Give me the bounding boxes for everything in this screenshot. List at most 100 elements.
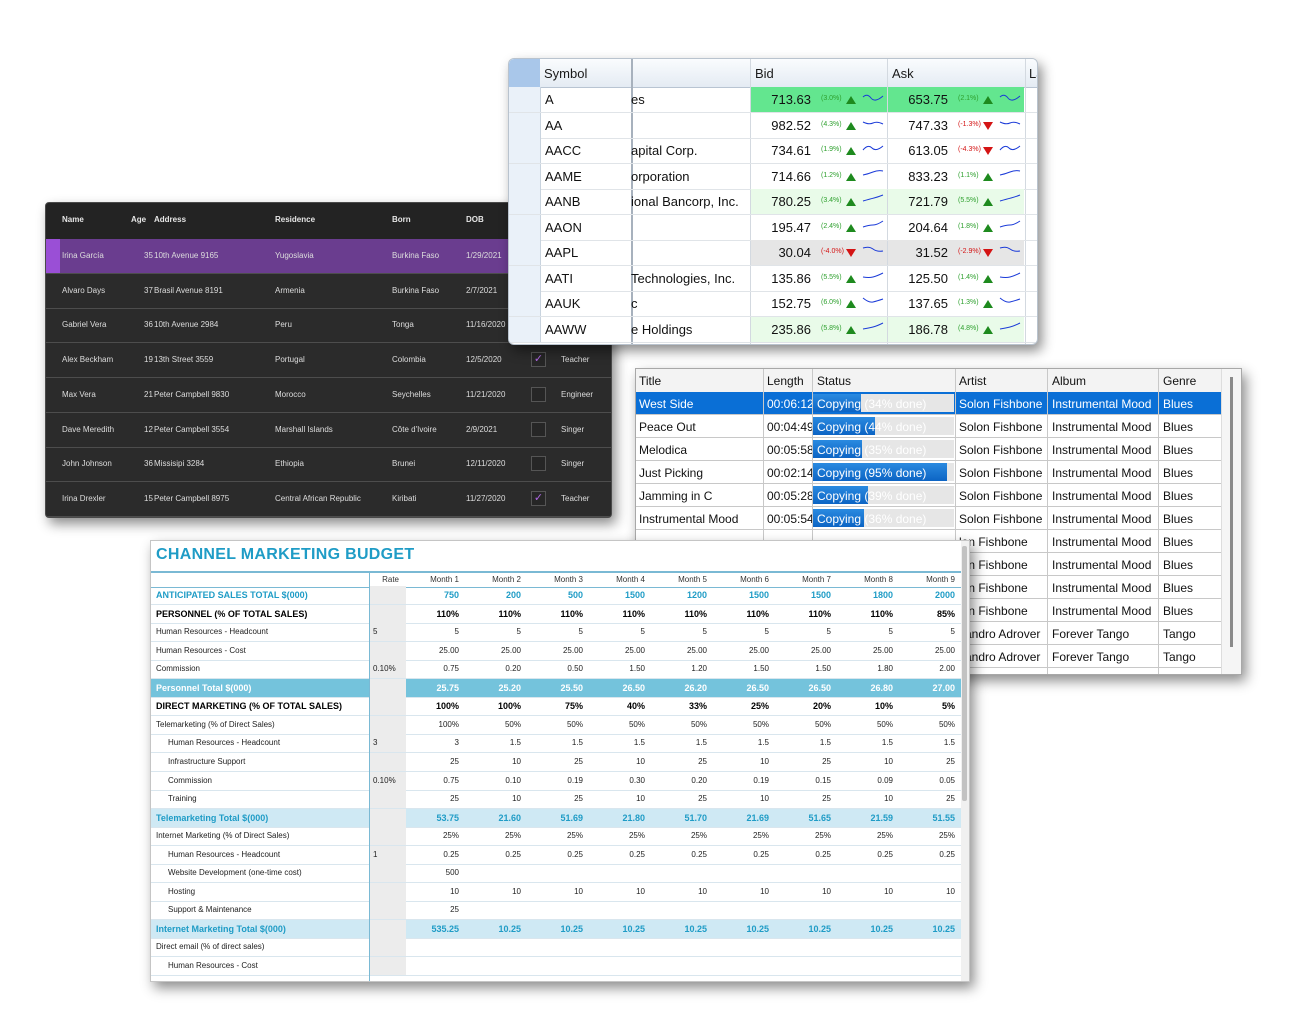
cell-month-4[interactable]: 5 bbox=[640, 627, 645, 637]
cell-month-2[interactable]: 110% bbox=[498, 608, 521, 619]
cell-month-5[interactable]: 51.70 bbox=[684, 812, 707, 823]
cell-month-3[interactable]: 10.25 bbox=[560, 923, 583, 934]
cell-month-3[interactable]: 0.19 bbox=[567, 775, 583, 785]
table-row[interactable]: Alex Beckham 19 13th Street 3559 Portugal Co… bbox=[46, 343, 611, 379]
cell-month-4[interactable]: 10 bbox=[636, 756, 645, 766]
cell-month-3[interactable]: 110% bbox=[560, 608, 583, 619]
cell-month-7[interactable]: 26.50 bbox=[808, 682, 831, 693]
column-header-month-3[interactable]: Month 3 bbox=[554, 575, 583, 584]
column-header-month-6[interactable]: Month 6 bbox=[740, 575, 769, 584]
cell-month-7[interactable]: 50% bbox=[814, 719, 831, 729]
cell-month-9[interactable]: 25% bbox=[938, 831, 955, 841]
row-checkbox[interactable] bbox=[531, 386, 546, 402]
cell-month-2[interactable]: 10 bbox=[512, 886, 521, 896]
cell-month-5[interactable]: 0.20 bbox=[691, 775, 707, 785]
cell-month-3[interactable]: 5 bbox=[578, 627, 583, 637]
column-header-month-2[interactable]: Month 2 bbox=[492, 575, 521, 584]
cell-month-4[interactable]: 0.25 bbox=[629, 849, 645, 859]
cell-month-7[interactable]: 25 bbox=[822, 794, 831, 804]
row-header[interactable] bbox=[509, 265, 541, 291]
cell-month-9[interactable]: 25.00 bbox=[934, 645, 955, 655]
sheet-row[interactable]: Human Resources - Headcount 5 5 5 5 5 5 5 5 5 5 bbox=[151, 623, 961, 643]
cell-month-4[interactable]: 1500 bbox=[624, 590, 645, 600]
table-row[interactable]: AANB ional Bancorp, Inc. 780.25 (3.4%) 721.7… bbox=[509, 189, 1037, 215]
cell-month-7[interactable]: 25 bbox=[822, 756, 831, 766]
cell-month-6[interactable]: 10 bbox=[760, 794, 769, 804]
cell-month-9[interactable]: 0.05 bbox=[939, 775, 955, 785]
cell-month-2[interactable]: 5 bbox=[516, 627, 521, 637]
cell-month-4[interactable]: 1.50 bbox=[629, 664, 645, 674]
table-row[interactable]: AA 982.52 (4.3%) 747.33 (-1.3%) bbox=[509, 112, 1037, 139]
cell-month-5[interactable]: 110% bbox=[684, 608, 707, 619]
cell-month-6[interactable]: 5 bbox=[764, 627, 769, 637]
cell-month-4[interactable]: 40% bbox=[626, 701, 645, 712]
table-row[interactable]: AACC apital Corp. 734.61 (1.9%) 613.05 (-4.3%… bbox=[509, 138, 1037, 164]
cell-month-1[interactable]: 750 bbox=[443, 590, 459, 600]
cell-month-7[interactable]: 0.25 bbox=[815, 849, 831, 859]
cell-month-5[interactable]: 10.25 bbox=[684, 923, 707, 934]
cell-month-6[interactable]: 10 bbox=[760, 756, 769, 766]
table-row[interactable]: Dave Meredith 12 Peter Campbell 3554 Marsha… bbox=[46, 413, 611, 448]
sheet-row[interactable]: Website Development (one-time cost) 500 bbox=[151, 864, 961, 884]
column-header-age[interactable]: Age bbox=[131, 215, 147, 224]
cell-month-5[interactable]: 25 bbox=[698, 756, 707, 766]
cell-month-2[interactable]: 50% bbox=[504, 719, 521, 729]
row-checkbox[interactable] bbox=[531, 456, 546, 472]
column-header-month-5[interactable]: Month 5 bbox=[678, 575, 707, 584]
cell-rate[interactable]: 0.10% bbox=[373, 775, 396, 785]
cell-month-9[interactable]: 10 bbox=[946, 886, 955, 896]
cell-month-3[interactable]: 0.25 bbox=[567, 849, 583, 859]
cell-month-6[interactable]: 21.69 bbox=[746, 812, 769, 823]
cell-month-2[interactable]: 25.00 bbox=[500, 645, 521, 655]
table-row[interactable]: AAWW e Holdings 235.86 (5.8%) 186.78 (4.8%) bbox=[509, 316, 1037, 343]
sheet-row[interactable]: Direct email (% of direct sales) bbox=[151, 938, 961, 958]
cell-month-6[interactable]: 1500 bbox=[748, 590, 769, 600]
column-header-dob[interactable]: DOB bbox=[466, 215, 484, 224]
cell-month-5[interactable]: 5 bbox=[702, 627, 707, 637]
column-header-ask[interactable]: Ask bbox=[892, 66, 914, 81]
cell-month-3[interactable]: 25.00 bbox=[562, 645, 583, 655]
cell-month-2[interactable]: 25.20 bbox=[498, 682, 521, 693]
cell-month-5[interactable]: 26.20 bbox=[684, 682, 707, 693]
cell-month-6[interactable]: 25.00 bbox=[748, 645, 769, 655]
cell-month-3[interactable]: 50% bbox=[566, 719, 583, 729]
cell-month-5[interactable]: 50% bbox=[690, 719, 707, 729]
column-header-bid[interactable]: Bid bbox=[755, 66, 774, 81]
cell-month-8[interactable]: 5 bbox=[888, 627, 893, 637]
cell-month-5[interactable]: 25.00 bbox=[686, 645, 707, 655]
cell-month-8[interactable]: 10% bbox=[874, 701, 893, 712]
cell-month-9[interactable]: 5% bbox=[941, 701, 955, 712]
cell-month-4[interactable]: 10.25 bbox=[622, 923, 645, 934]
cell-month-3[interactable]: 75% bbox=[564, 701, 583, 712]
cell-month-2[interactable]: 0.20 bbox=[505, 664, 521, 674]
column-header-rate[interactable]: Rate bbox=[382, 575, 399, 584]
frozen-column-splitter[interactable] bbox=[631, 59, 633, 344]
table-row[interactable]: AATI Technologies, Inc. 135.86 (5.5%) 125.50… bbox=[509, 265, 1037, 292]
sheet-row[interactable]: Telemarketing Total $(000) 53.75 21.60 51.6… bbox=[151, 808, 961, 828]
table-row[interactable]: West Side 00:06:12 Solon Fishbone Instrumen… bbox=[636, 392, 1221, 415]
cell-month-6[interactable]: 110% bbox=[746, 608, 769, 619]
cell-month-7[interactable]: 1.5 bbox=[819, 738, 831, 748]
sheet-row[interactable]: Telemarketing (% of Direct Sales) 100% 50%… bbox=[151, 715, 961, 735]
vertical-scrollbar[interactable] bbox=[961, 541, 969, 981]
cell-month-3[interactable]: 10 bbox=[574, 886, 583, 896]
cell-month-9[interactable]: 10.25 bbox=[932, 923, 955, 934]
cell-month-5[interactable]: 1.20 bbox=[691, 664, 707, 674]
sheet-row[interactable]: Personnel Total $(000) 25.75 25.20 25.50 26.… bbox=[151, 678, 961, 698]
sheet-row[interactable]: Internet Marketing (% of Direct Sales) 25… bbox=[151, 827, 961, 847]
cell-month-6[interactable]: 10 bbox=[760, 886, 769, 896]
row-header[interactable] bbox=[509, 214, 541, 240]
column-header-genre[interactable]: Genre bbox=[1163, 374, 1197, 388]
sheet-row[interactable]: Commission 0.10% 0.75 0.10 0.19 0.30 0.20 0.19 0… bbox=[151, 771, 961, 791]
cell-month-5[interactable]: 1200 bbox=[686, 590, 707, 600]
cell-month-4[interactable]: 0.30 bbox=[629, 775, 645, 785]
table-row[interactable]: Just Picking 00:02:14 Solon Fishbone Instru… bbox=[636, 461, 1221, 484]
cell-month-4[interactable]: 25% bbox=[628, 831, 645, 841]
row-header[interactable] bbox=[509, 138, 541, 163]
cell-month-3[interactable]: 25.50 bbox=[560, 682, 583, 693]
table-row[interactable]: AAPL 30.04 (-4.0%) 31.52 (-2.9%) bbox=[509, 240, 1037, 266]
sheet-row[interactable]: Commission 0.10% 0.75 0.20 0.50 1.50 1.20 1.50 1… bbox=[151, 660, 961, 680]
cell-month-9[interactable]: 27.00 bbox=[932, 682, 955, 693]
cell-month-5[interactable]: 0.25 bbox=[691, 849, 707, 859]
